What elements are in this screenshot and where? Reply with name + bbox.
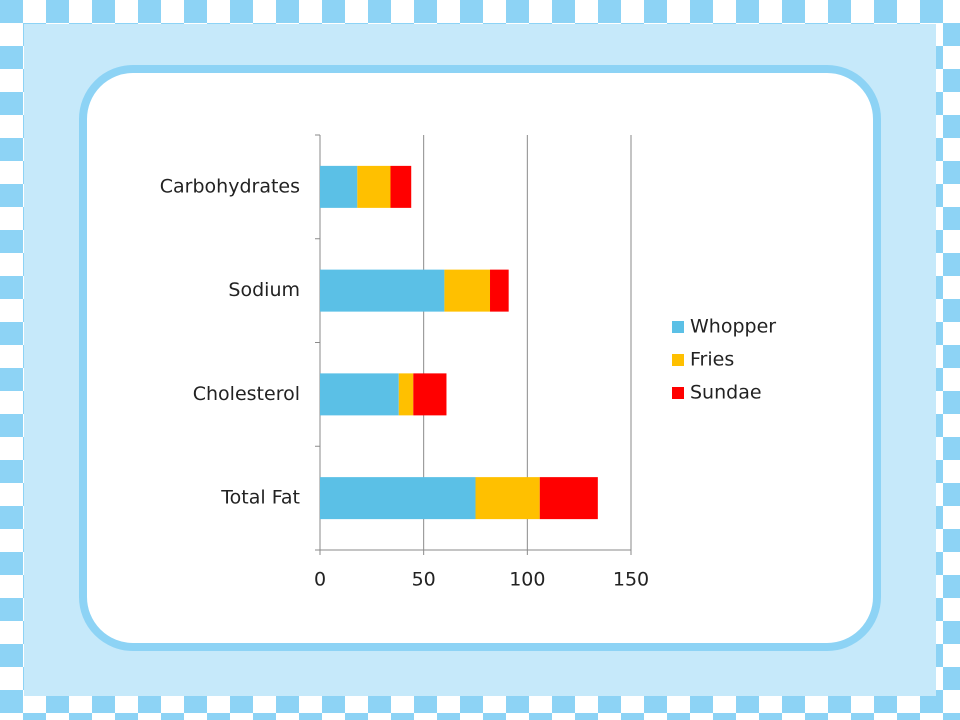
- bar-segment: [320, 373, 399, 416]
- x-tick-label: 150: [613, 569, 649, 591]
- y-tick-label: Sodium: [228, 279, 300, 301]
- legend-label: Fries: [690, 349, 734, 371]
- x-tick-label: 100: [509, 569, 545, 591]
- bar-segment: [444, 269, 491, 312]
- legend-label: Whopper: [690, 316, 776, 338]
- bar-segment: [398, 373, 414, 416]
- bar-segment: [320, 477, 476, 520]
- bar-segment: [390, 165, 412, 208]
- bar-segment: [475, 477, 540, 520]
- bar-segment: [357, 165, 391, 208]
- y-tick-label: Carbohydrates: [160, 175, 300, 197]
- x-tick-label: 0: [314, 569, 326, 591]
- legend-swatch: [672, 321, 684, 333]
- legend-label: Sundae: [690, 382, 762, 404]
- chart-card: [79, 65, 881, 651]
- plot: 0 50 100 150 Total Fat Cholesterol Sodium Carbo…: [160, 134, 776, 591]
- x-tick-label: 50: [412, 569, 436, 591]
- bar-segment: [320, 269, 445, 312]
- y-tick-label: Cholesterol: [193, 383, 300, 405]
- legend-swatch: [672, 387, 684, 399]
- bar-segment: [320, 165, 358, 208]
- legend-swatch: [672, 354, 684, 366]
- y-tick-label: Total Fat: [220, 487, 300, 509]
- bar-segment: [490, 269, 509, 312]
- bar-segment: [413, 373, 447, 416]
- bar-segment: [539, 477, 598, 520]
